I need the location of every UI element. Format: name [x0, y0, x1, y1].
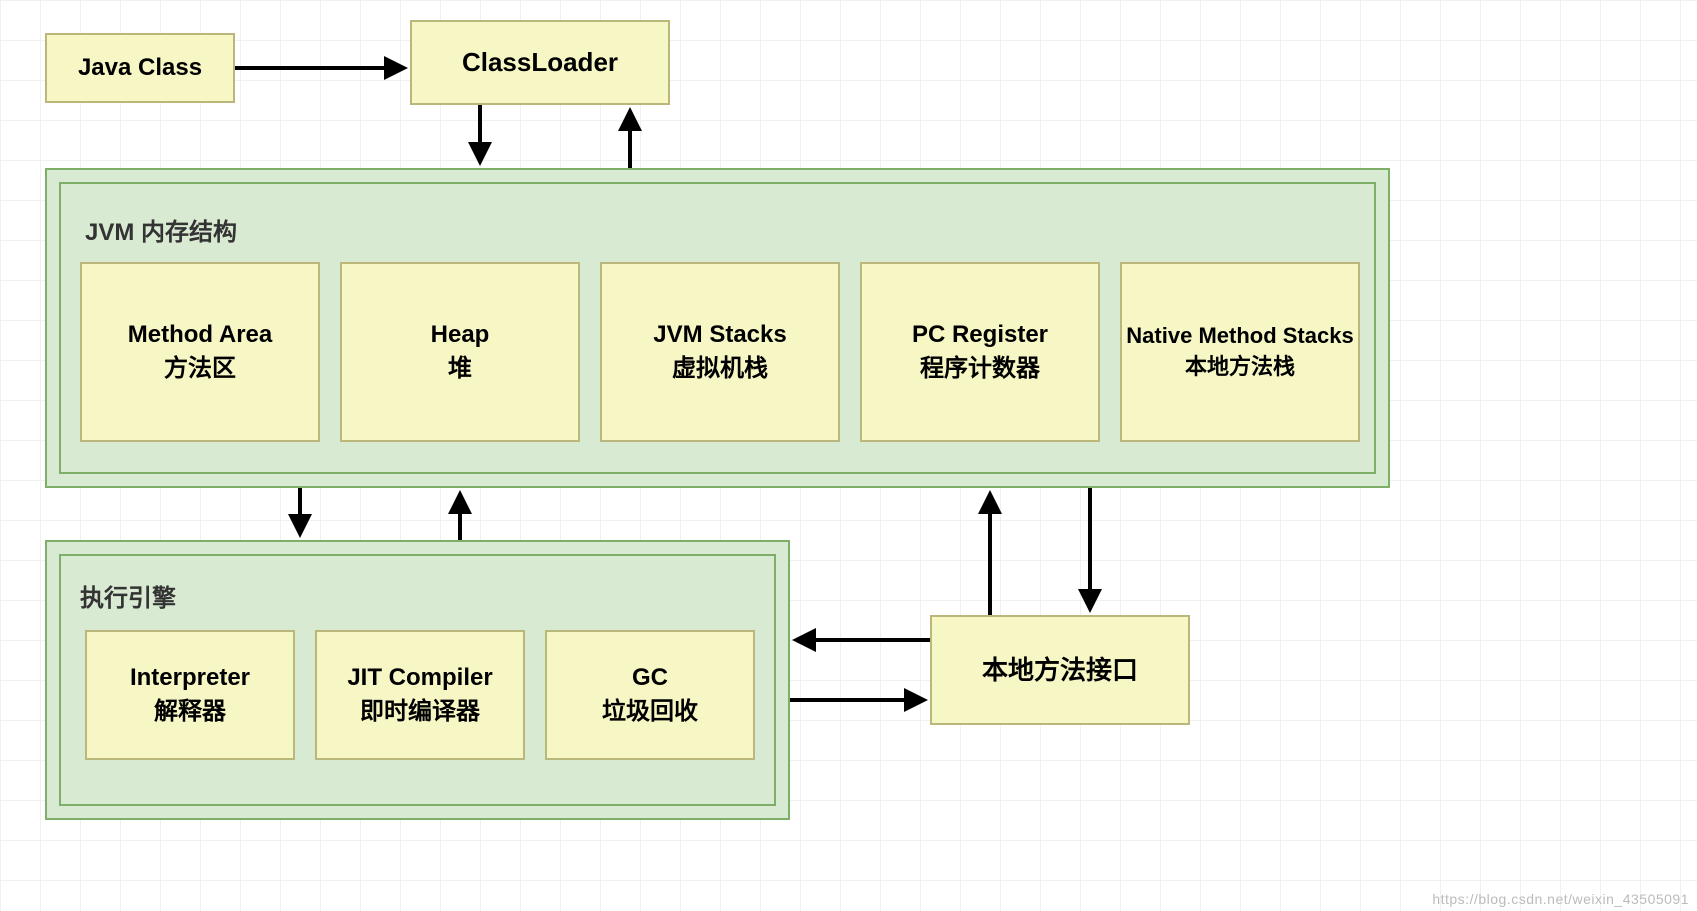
node-label-cn: 本地方法栈	[1185, 352, 1295, 383]
node-label-en: Native Method Stacks	[1126, 321, 1353, 352]
node-label-cn: 本地方法接口	[982, 652, 1138, 688]
node-label: Java Class	[78, 51, 202, 85]
node-heap: Heap 堆	[340, 262, 580, 442]
node-method-area: Method Area 方法区	[80, 262, 320, 442]
node-jvm-stacks: JVM Stacks 虚拟机栈	[600, 262, 840, 442]
node-label-cn: 垃圾回收	[602, 695, 698, 729]
node-gc: GC 垃圾回收	[545, 630, 755, 760]
node-label-en: Interpreter	[130, 661, 250, 695]
node-label-en: PC Register	[912, 318, 1048, 352]
node-label: ClassLoader	[462, 44, 618, 80]
node-java-class: Java Class	[45, 33, 235, 103]
node-label-cn: 解释器	[154, 695, 226, 729]
node-label-cn: 即时编译器	[360, 695, 480, 729]
watermark: https://blog.csdn.net/weixin_43505091	[1432, 891, 1689, 907]
node-label-en: GC	[632, 661, 668, 695]
node-label-en: JVM Stacks	[653, 318, 786, 352]
node-native-interface: 本地方法接口	[930, 615, 1190, 725]
node-jit: JIT Compiler 即时编译器	[315, 630, 525, 760]
node-native-stacks: Native Method Stacks 本地方法栈	[1120, 262, 1360, 442]
node-label-en: Heap	[431, 318, 490, 352]
node-class-loader: ClassLoader	[410, 20, 670, 105]
node-interpreter: Interpreter 解释器	[85, 630, 295, 760]
container-title-exec-engine: 执行引擎	[80, 578, 176, 613]
node-label-cn: 堆	[448, 352, 472, 386]
node-label-cn: 虚拟机栈	[672, 352, 768, 386]
container-title-jvm-memory: JVM 内存结构	[85, 212, 237, 247]
node-label-en: Method Area	[128, 318, 272, 352]
node-label-cn: 程序计数器	[920, 352, 1040, 386]
node-label-en: JIT Compiler	[347, 661, 492, 695]
node-label-cn: 方法区	[164, 352, 236, 386]
node-pc-register: PC Register 程序计数器	[860, 262, 1100, 442]
